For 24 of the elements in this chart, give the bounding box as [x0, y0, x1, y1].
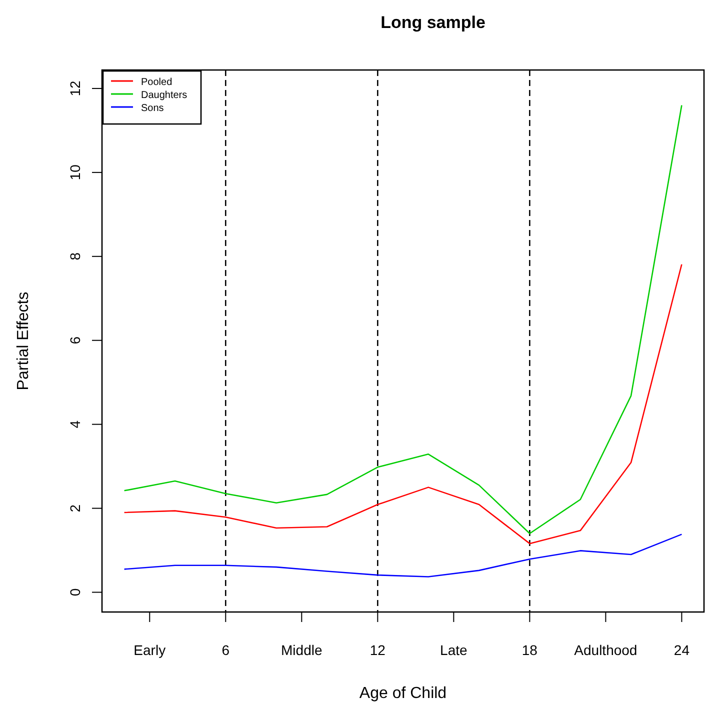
line-series — [124, 534, 682, 578]
legend-label: Pooled — [141, 77, 172, 88]
y-tick-label: 6 — [67, 336, 83, 344]
x-tick-label: Middle — [281, 642, 322, 658]
legend-label: Sons — [141, 103, 164, 114]
line-series — [124, 104, 682, 534]
x-tick-label: 6 — [222, 642, 230, 658]
y-tick-label: 10 — [67, 164, 83, 180]
x-tick-label: 12 — [370, 642, 386, 658]
x-tick-label: Adulthood — [574, 642, 638, 658]
legend-label: Daughters — [141, 90, 188, 101]
chart-title: Long sample — [380, 13, 486, 32]
y-tick-label: 2 — [67, 504, 83, 512]
y-tick-label: 8 — [67, 252, 83, 260]
y-axis-title: Partial Effects — [15, 292, 32, 390]
x-tick-label: Early — [134, 642, 166, 658]
line-series — [124, 264, 682, 544]
x-tick-label: 24 — [674, 642, 690, 658]
x-tick-label: Late — [440, 642, 468, 658]
x-tick-label: 18 — [522, 642, 538, 658]
y-tick-label: 4 — [67, 420, 83, 428]
y-tick-label: 12 — [67, 80, 83, 96]
y-tick-label: 0 — [67, 588, 83, 596]
x-axis-title: Age of Child — [359, 685, 447, 702]
